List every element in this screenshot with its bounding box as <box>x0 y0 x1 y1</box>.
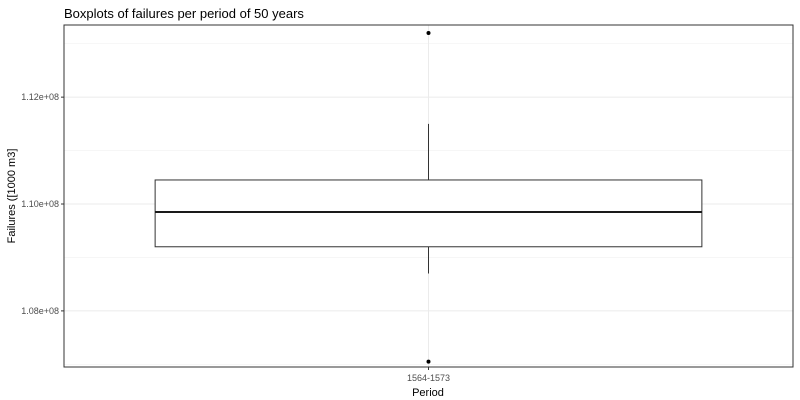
box-iqr <box>154 179 703 248</box>
outlier-point <box>426 31 431 36</box>
x-axis: 1564-1573 <box>407 367 450 383</box>
y-tick-label: 1.08e+08 <box>21 306 59 316</box>
box-series <box>154 31 703 364</box>
chart-title: Boxplots of failures per period of 50 ye… <box>64 6 304 21</box>
y-tick-label: 1.10e+08 <box>21 199 59 209</box>
y-axis-label: Failures ([1000 m3] <box>6 149 18 244</box>
x-tick-label: 1564-1573 <box>407 373 450 383</box>
box-1564-1573 <box>154 31 703 364</box>
x-axis-label: Period <box>412 387 444 399</box>
y-axis: 1.08e+08 1.10e+08 1.12e+08 <box>21 92 64 316</box>
y-tick-label: 1.12e+08 <box>21 92 59 102</box>
outlier-point <box>426 359 431 364</box>
